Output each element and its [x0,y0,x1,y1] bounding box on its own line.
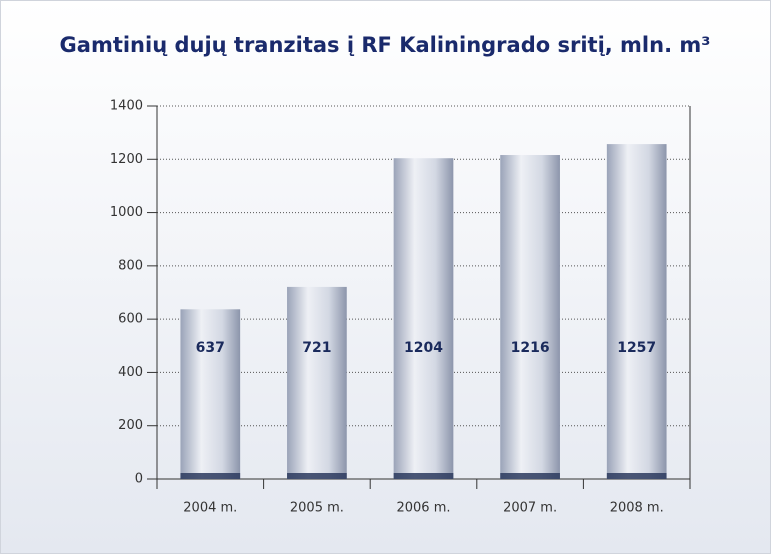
bar-base [287,473,347,479]
x-tick-label: 2006 m. [396,501,450,516]
y-tick-label: 200 [118,418,143,433]
bar-base [500,473,560,479]
x-tick-label: 2008 m. [610,501,664,516]
x-tick-label: 2004 m. [183,501,237,516]
data-label: 637 [196,340,225,356]
bar [500,155,560,479]
bar [180,309,241,479]
y-tick-label: 0 [135,472,143,487]
bar [287,286,347,479]
data-label: 721 [302,340,331,356]
y-tick-label: 800 [118,258,143,273]
data-label: 1257 [617,340,656,356]
data-label: 1216 [511,340,550,356]
x-tick-label: 2005 m. [290,501,344,516]
chart-title: Gamtinių dujų tranzitas į RF Kaliningrad… [60,33,711,57]
y-tick-label: 400 [118,365,143,380]
x-tick-label: 2007 m. [503,501,557,516]
bar [606,144,667,479]
bar-base [606,473,667,479]
y-tick-label: 1400 [110,99,143,114]
bar-base [393,473,454,479]
data-label: 1204 [404,340,443,356]
bar-base [180,473,241,479]
bar [393,158,454,479]
y-tick-label: 600 [118,312,143,327]
y-tick-label: 1200 [110,152,143,167]
y-tick-label: 1000 [110,205,143,220]
